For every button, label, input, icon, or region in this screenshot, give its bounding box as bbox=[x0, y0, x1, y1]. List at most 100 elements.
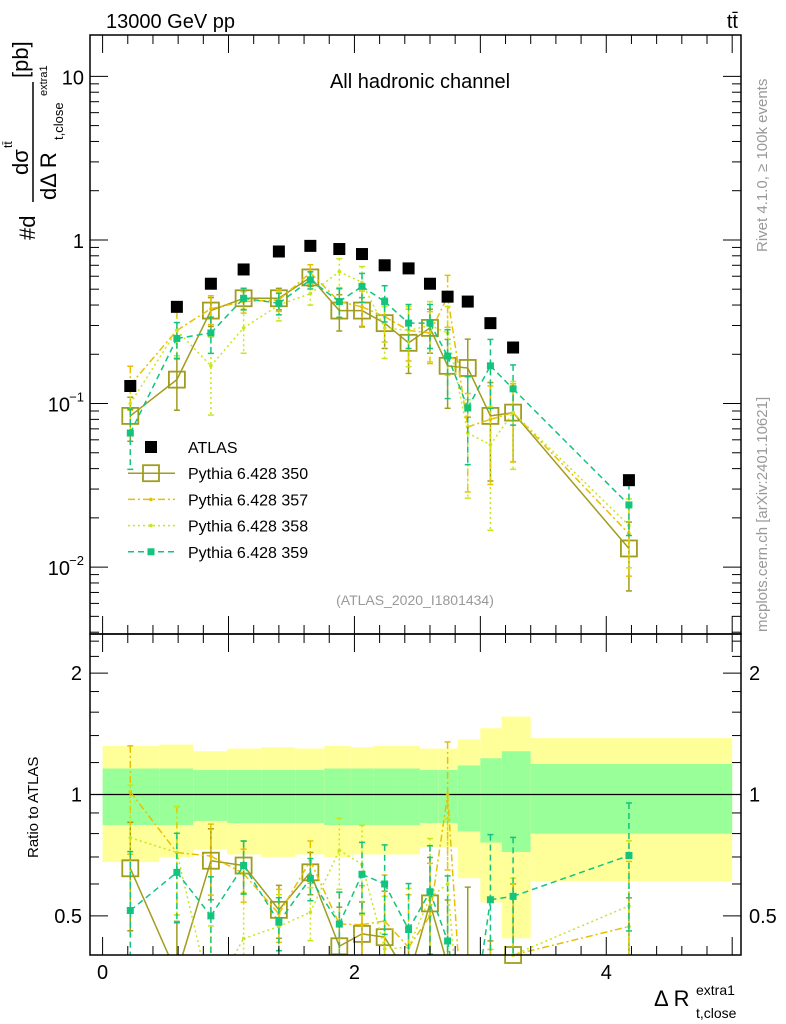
series-line-segment bbox=[309, 272, 340, 303]
dot-marker bbox=[382, 326, 387, 330]
x-tick-label: 4 bbox=[601, 962, 612, 984]
ratio-series-line-segment bbox=[278, 911, 311, 928]
ratio-tick-label-right: 0.5 bbox=[749, 906, 777, 928]
y-label-numerator: dσ bbox=[8, 149, 33, 175]
ratio-series-line-segment bbox=[407, 897, 431, 948]
series-line-segment bbox=[489, 365, 514, 390]
ratio-series-line-segment bbox=[278, 877, 311, 923]
legend-entry: Pythia 6.428 357 bbox=[128, 492, 308, 509]
dot-marker bbox=[308, 910, 313, 914]
filled-square-marker bbox=[306, 276, 314, 284]
dot-marker bbox=[382, 947, 387, 951]
stat-uncertainty-band bbox=[159, 768, 194, 826]
stat-uncertainty-band bbox=[227, 770, 262, 823]
y-label-denominator-sub: t,close bbox=[51, 102, 66, 140]
ratio-tick-label-left: 1 bbox=[71, 785, 82, 807]
atlas-data-point bbox=[461, 295, 474, 308]
ratio-series-line-segment bbox=[490, 895, 514, 901]
stat-uncertainty-band bbox=[395, 768, 420, 826]
filled-square-marker bbox=[444, 937, 452, 945]
ratio-series-line-segment bbox=[129, 791, 178, 853]
ratio-series-line-segment bbox=[176, 851, 211, 857]
x-tick-label: 0 bbox=[97, 962, 108, 984]
stat-uncertainty-band bbox=[350, 768, 374, 826]
ratio-series-line-segment bbox=[384, 946, 409, 950]
ratio-series-line-segment bbox=[309, 860, 341, 925]
atlas-data-point bbox=[237, 263, 250, 276]
series-line-segment bbox=[278, 276, 311, 299]
ratio-series-line-segment bbox=[242, 865, 280, 923]
stat-uncertainty-band bbox=[501, 751, 531, 853]
series-line-segment bbox=[467, 432, 491, 446]
dot-marker bbox=[382, 919, 387, 923]
dot-marker bbox=[488, 417, 493, 422]
dot-marker bbox=[149, 523, 153, 528]
legend-label: Pythia 6.428 350 bbox=[188, 466, 308, 483]
ratio-series-line-segment bbox=[512, 854, 630, 898]
legend-entry: ATLAS bbox=[145, 440, 238, 457]
y-tick-label: 1 bbox=[73, 231, 84, 253]
series-line-segment bbox=[512, 412, 630, 549]
series-line-segment bbox=[129, 329, 178, 404]
dot-marker bbox=[209, 364, 213, 368]
ratio-series-line-segment bbox=[309, 872, 341, 947]
filled-square-marker bbox=[240, 862, 248, 870]
atlas-data-point bbox=[378, 259, 391, 272]
ratio-series-line-segment bbox=[210, 859, 244, 867]
y-tick-label: 10 bbox=[48, 558, 70, 580]
dot-marker bbox=[277, 912, 281, 916]
stat-uncertainty-band bbox=[373, 768, 396, 826]
filled-square-marker bbox=[126, 429, 134, 437]
filled-square-marker bbox=[207, 912, 215, 920]
x-label-main: Δ R bbox=[654, 986, 689, 1011]
ratio-series-line-segment bbox=[339, 923, 363, 926]
analysis-label: (ATLAS_2020_I1801434) bbox=[336, 592, 494, 608]
atlas-data-point bbox=[124, 379, 137, 392]
series-line-segment bbox=[429, 296, 449, 334]
series-line-segment bbox=[429, 324, 448, 334]
ratio-series-line-segment bbox=[361, 933, 385, 938]
stat-uncertainty-band bbox=[193, 770, 228, 821]
filled-square-marker bbox=[275, 918, 283, 926]
y-axis-label: #d dσ tt̄ dΔ R t,close extra1 [pb] bbox=[1, 41, 66, 240]
series-line-segment bbox=[489, 412, 514, 446]
series-line-segment bbox=[338, 270, 363, 284]
ratio-series-line-segment bbox=[338, 933, 363, 947]
atlas-data-point bbox=[622, 474, 635, 487]
dot-marker bbox=[337, 269, 342, 274]
series-line-segment bbox=[384, 301, 410, 324]
stat-uncertainty-band bbox=[261, 770, 296, 823]
energy-label: 13000 GeV pp bbox=[106, 11, 235, 33]
open-square-marker bbox=[142, 464, 160, 483]
dot-marker bbox=[445, 882, 450, 886]
atlas-data-point bbox=[484, 317, 497, 330]
dot-marker bbox=[175, 850, 179, 855]
ratio-series-line-segment bbox=[384, 936, 396, 956]
main-panel bbox=[121, 239, 638, 592]
filled-square-marker bbox=[625, 501, 633, 509]
ratio-series-line-segment bbox=[383, 883, 410, 930]
ratio-series-line-segment bbox=[429, 891, 449, 942]
y-label-unit: [pb] bbox=[8, 41, 33, 78]
ratio-series-line-segment bbox=[429, 794, 449, 917]
ratio-panel bbox=[90, 716, 741, 964]
y-label-numerator-sup: tt̄ bbox=[1, 141, 15, 148]
series-line-segment bbox=[210, 300, 244, 310]
dot-marker bbox=[465, 431, 470, 435]
series-pythia-6-428-359 bbox=[126, 271, 633, 537]
series-line-segment bbox=[278, 292, 311, 306]
ratio-series-line-segment bbox=[243, 865, 280, 911]
ratio-series-line-segment bbox=[512, 925, 630, 956]
open-square-marker bbox=[458, 359, 477, 377]
y-tick-label: 10 bbox=[48, 395, 70, 417]
series-line-segment bbox=[408, 329, 431, 334]
dot-marker bbox=[209, 854, 213, 858]
filled-square-marker bbox=[147, 548, 155, 556]
dot-marker bbox=[360, 305, 364, 309]
series-line-segment bbox=[429, 322, 449, 357]
series-line-segment bbox=[361, 306, 385, 318]
series-line-segment bbox=[512, 388, 630, 506]
filled-square-marker bbox=[240, 294, 248, 302]
series-line-segment bbox=[512, 412, 630, 526]
ratio-series-pythia-6-428-358 bbox=[127, 784, 632, 957]
